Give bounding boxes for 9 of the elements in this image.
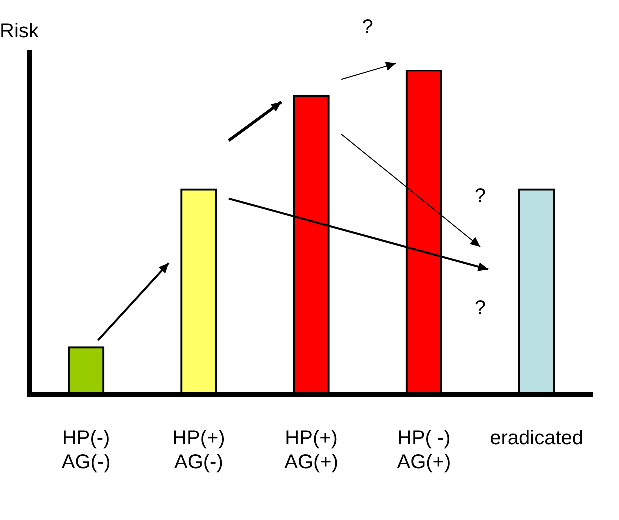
annotation: ? <box>474 186 486 208</box>
x-tick-label: HP( -) AG(+) <box>397 428 452 474</box>
text: ? <box>362 16 374 39</box>
x-tick-label: HP(-) AG(-) <box>62 428 111 474</box>
x-tick-label: HP(+) AG(-) <box>172 428 226 474</box>
x-tick-label: eradicated <box>490 428 584 450</box>
y-axis-title: Risk <box>0 20 40 43</box>
x-tick-label: HP(+) AG(+) <box>284 428 339 474</box>
annotation: ? <box>474 298 486 320</box>
